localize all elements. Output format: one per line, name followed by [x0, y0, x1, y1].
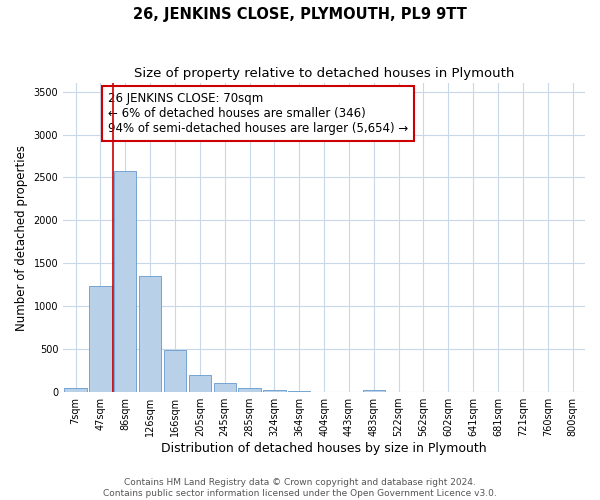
Text: 26 JENKINS CLOSE: 70sqm
← 6% of detached houses are smaller (346)
94% of semi-de: 26 JENKINS CLOSE: 70sqm ← 6% of detached…: [107, 92, 408, 136]
Bar: [238, 388, 261, 392]
Text: Contains HM Land Registry data © Crown copyright and database right 2024.
Contai: Contains HM Land Registry data © Crown c…: [103, 478, 497, 498]
Bar: [214, 382, 236, 392]
X-axis label: Distribution of detached houses by size in Plymouth: Distribution of detached houses by size …: [161, 442, 487, 455]
Title: Size of property relative to detached houses in Plymouth: Size of property relative to detached ho…: [134, 68, 514, 80]
Bar: [139, 276, 161, 392]
Bar: [164, 350, 186, 392]
Bar: [288, 391, 310, 392]
Bar: [362, 390, 385, 392]
Bar: [114, 172, 136, 392]
Text: 26, JENKINS CLOSE, PLYMOUTH, PL9 9TT: 26, JENKINS CLOSE, PLYMOUTH, PL9 9TT: [133, 8, 467, 22]
Bar: [89, 286, 112, 392]
Y-axis label: Number of detached properties: Number of detached properties: [15, 144, 28, 330]
Bar: [64, 388, 87, 392]
Bar: [188, 376, 211, 392]
Bar: [263, 390, 286, 392]
